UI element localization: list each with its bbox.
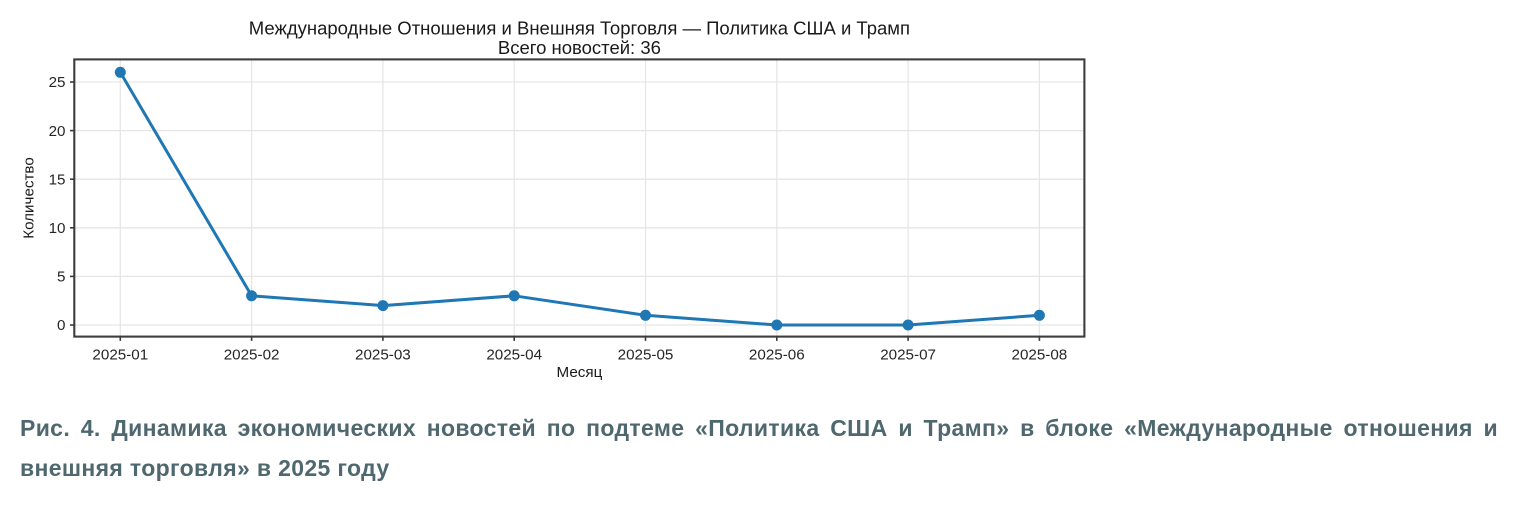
svg-text:5: 5 <box>57 269 65 286</box>
svg-text:25: 25 <box>49 74 66 91</box>
svg-text:15: 15 <box>49 171 66 188</box>
svg-text:2025-07: 2025-07 <box>880 347 936 364</box>
svg-text:20: 20 <box>49 123 66 140</box>
svg-text:Международные Отношения и Внеш: Международные Отношения и Внешняя Торгов… <box>249 18 910 39</box>
svg-text:2025-03: 2025-03 <box>355 347 411 364</box>
svg-text:Месяц: Месяц <box>557 364 603 381</box>
svg-text:2025-06: 2025-06 <box>749 347 805 364</box>
svg-text:0: 0 <box>57 317 65 334</box>
svg-text:2025-05: 2025-05 <box>618 347 674 364</box>
svg-text:2025-02: 2025-02 <box>224 347 280 364</box>
svg-text:Всего новостей: 36: Всего новостей: 36 <box>498 37 661 58</box>
svg-text:Количество: Количество <box>21 157 38 239</box>
svg-text:2025-04: 2025-04 <box>486 347 542 364</box>
svg-text:2025-01: 2025-01 <box>92 347 148 364</box>
svg-text:10: 10 <box>49 220 66 237</box>
svg-text:2025-08: 2025-08 <box>1012 347 1068 364</box>
